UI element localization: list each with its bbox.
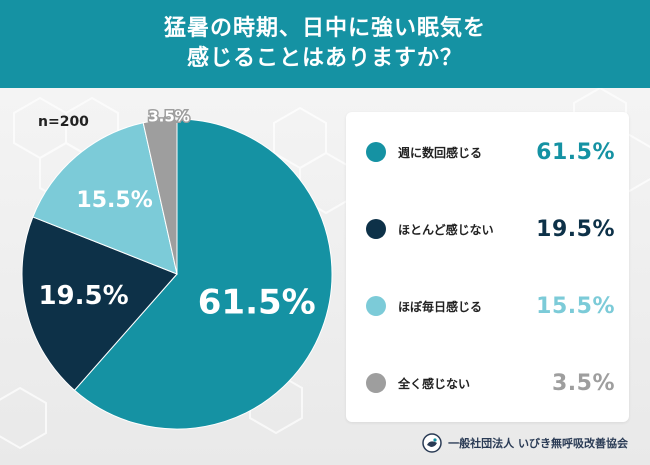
legend-value-text: 15.5% <box>536 293 615 319</box>
page-title-line-1: 猛暑の時期、日中に強い眠気を <box>163 16 486 41</box>
legend-label: ほぼ毎日感じる <box>398 299 483 314</box>
legend-value: 3.5% <box>552 371 615 396</box>
pie-chart: 61.5% 19.5% 15.5% 3.5% <box>21 106 333 430</box>
legend-value-text: 61.5% <box>536 139 615 165</box>
slice-data-label: 61.5% <box>198 283 316 323</box>
legend-item: 全く感じない 3.5% <box>346 363 629 403</box>
slice-daily <box>32 122 178 275</box>
slice-never <box>142 118 178 275</box>
legend-item: ほぼ毎日感じる 15.5% <box>346 286 629 326</box>
legend-value: 61.5% <box>536 140 615 165</box>
legend-label: 週に数回感じる <box>398 145 483 160</box>
slice-data-label: 19.5% <box>38 281 128 311</box>
legend-value: 19.5% <box>536 217 615 242</box>
legend-panel: 週に数回感じる 61.5% ほとんど感じない 19.5% ほぼ毎日感じる 15.… <box>346 112 629 422</box>
sample-size-label: n=200 <box>38 114 89 130</box>
legend-item: 週に数回感じる 61.5% <box>346 132 629 172</box>
legend-swatch <box>366 296 386 316</box>
slice-data-label: 15.5% <box>76 188 152 213</box>
header-banner: 猛暑の時期、日中に強い眠気を 感じることはありますか？ <box>0 0 650 88</box>
legend-value-text: 19.5% <box>536 216 615 242</box>
legend-item: ほとんど感じない 19.5% <box>346 209 629 249</box>
page-title-line-2: 感じることはありますか？ <box>186 46 463 71</box>
legend-swatch <box>366 219 386 239</box>
legend-label: ほとんど感じない <box>398 222 494 237</box>
legend-value: 15.5% <box>536 294 615 319</box>
footer-credit: 一般社団法人 いびき無呼吸改善協会 <box>422 432 628 454</box>
slice-weekly <box>73 118 333 430</box>
organization-name: 一般社団法人 いびき無呼吸改善協会 <box>448 437 628 450</box>
organization-logo-icon <box>422 433 442 453</box>
slice-rarely <box>21 216 178 391</box>
legend-label: 全く感じない <box>398 376 471 391</box>
legend-swatch <box>366 373 386 393</box>
slice-data-label: 3.5% <box>148 108 190 126</box>
legend-value-text: 3.5% <box>551 370 615 396</box>
legend-swatch <box>366 142 386 162</box>
